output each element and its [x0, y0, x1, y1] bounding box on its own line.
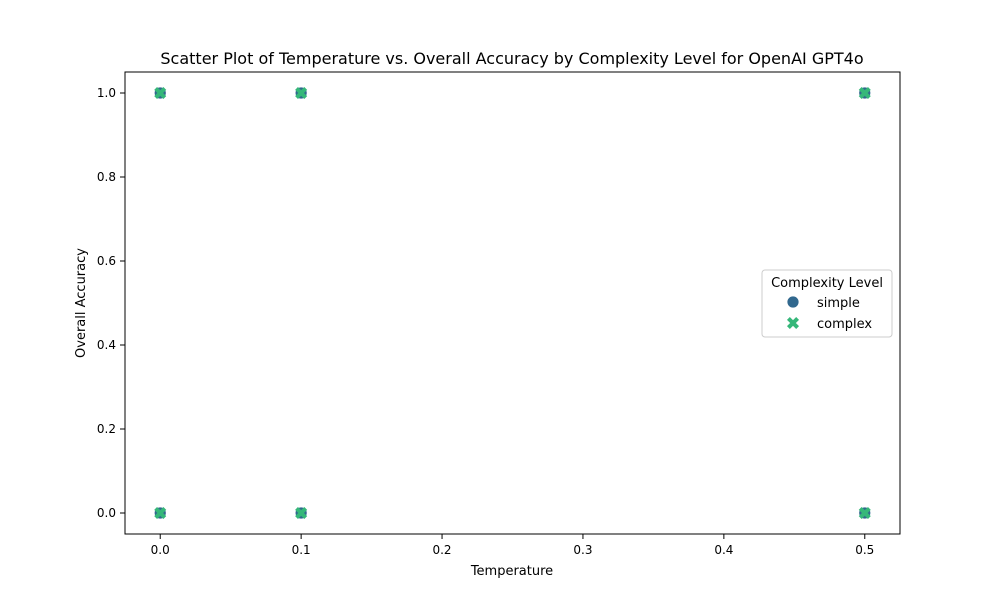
y-tick-label: 0.8	[97, 170, 116, 184]
legend-marker-simple	[786, 295, 800, 309]
y-tick-label: 0.0	[97, 506, 116, 520]
y-tick-label: 0.2	[97, 422, 116, 436]
data-point-complex	[295, 86, 308, 100]
data-point-complex	[295, 506, 308, 520]
y-axis-label: Overall Accuracy	[74, 248, 89, 358]
plot-frame	[124, 71, 901, 535]
x-tick-label: 0.5	[855, 543, 874, 557]
legend-title: Complexity Level	[771, 276, 883, 291]
data-point-complex	[858, 506, 871, 520]
chart-title: Scatter Plot of Temperature vs. Overall …	[160, 49, 863, 68]
legend-marker-complex	[786, 316, 800, 330]
data-point-complex	[154, 506, 167, 520]
y-tick-label: 0.6	[97, 254, 116, 268]
x-axis-label: Temperature	[470, 564, 553, 579]
legend-label-simple: simple	[817, 296, 860, 311]
data-points	[153, 86, 872, 520]
x-tick-label: 0.2	[432, 543, 451, 557]
y-tick-label: 1.0	[97, 86, 116, 100]
x-tick-label: 0.4	[714, 543, 733, 557]
plot-area	[124, 71, 901, 535]
legend: Complexity Level simple complex	[761, 269, 893, 338]
x-tick-label: 0.3	[573, 543, 592, 557]
x-tick-label: 0.1	[292, 543, 311, 557]
series-complex	[154, 86, 871, 520]
x-tick-label: 0.0	[151, 543, 170, 557]
data-point-complex	[858, 86, 871, 100]
x-axis: 0.0 0.1 0.2 0.3 0.4 0.5	[151, 534, 874, 557]
y-axis: 0.0 0.2 0.4 0.6 0.8 1.0	[97, 86, 125, 520]
y-tick-label: 0.4	[97, 338, 116, 352]
data-point-complex	[154, 86, 167, 100]
legend-items: simple complex	[786, 295, 872, 332]
legend-label-complex: complex	[817, 317, 872, 332]
